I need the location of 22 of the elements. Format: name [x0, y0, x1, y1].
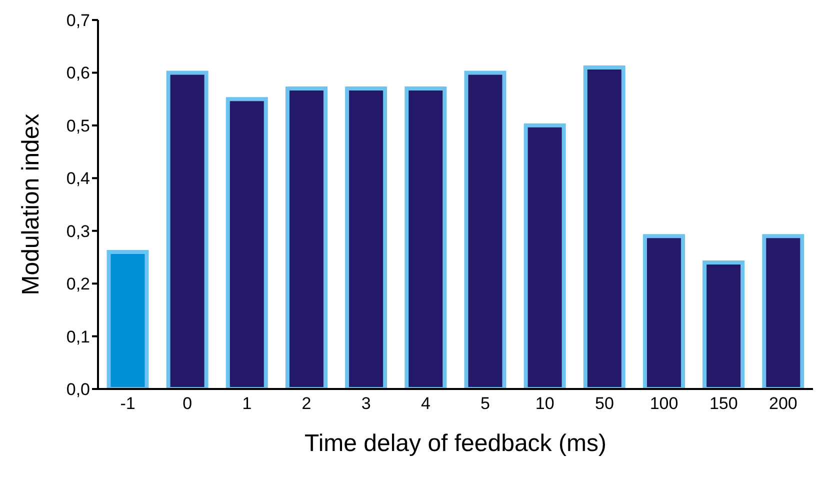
x-tick-label: 200: [769, 394, 798, 414]
x-tick-label: -1: [120, 394, 136, 414]
y-tick-label: 0,7: [66, 11, 90, 30]
x-tick-label: 50: [594, 394, 614, 414]
x-tick-label: 0: [182, 394, 192, 414]
x-tick-label: 5: [480, 394, 490, 414]
x-tick-label: 100: [650, 394, 678, 414]
x-tick-label: 2: [302, 394, 312, 414]
y-tick-label: 0,2: [66, 274, 90, 294]
x-tick-label: 10: [535, 394, 554, 414]
y-tick-label: 0,1: [66, 327, 90, 346]
y-axis-title: Modulation index: [18, 114, 45, 296]
y-tick-label: 0,4: [66, 169, 90, 188]
x-axis-title: Time delay of feedback (ms): [304, 430, 606, 457]
y-tick-label: 0,6: [66, 64, 90, 83]
y-tick-label: 0,0: [66, 380, 90, 400]
x-tick-label: 3: [361, 394, 371, 414]
x-tick-label: 150: [709, 394, 738, 414]
y-tick-label: 0,5: [66, 116, 90, 136]
x-tick-label: 4: [420, 394, 430, 414]
x-tick-label: 1: [242, 394, 252, 414]
y-tick-label: 0,3: [66, 222, 90, 241]
